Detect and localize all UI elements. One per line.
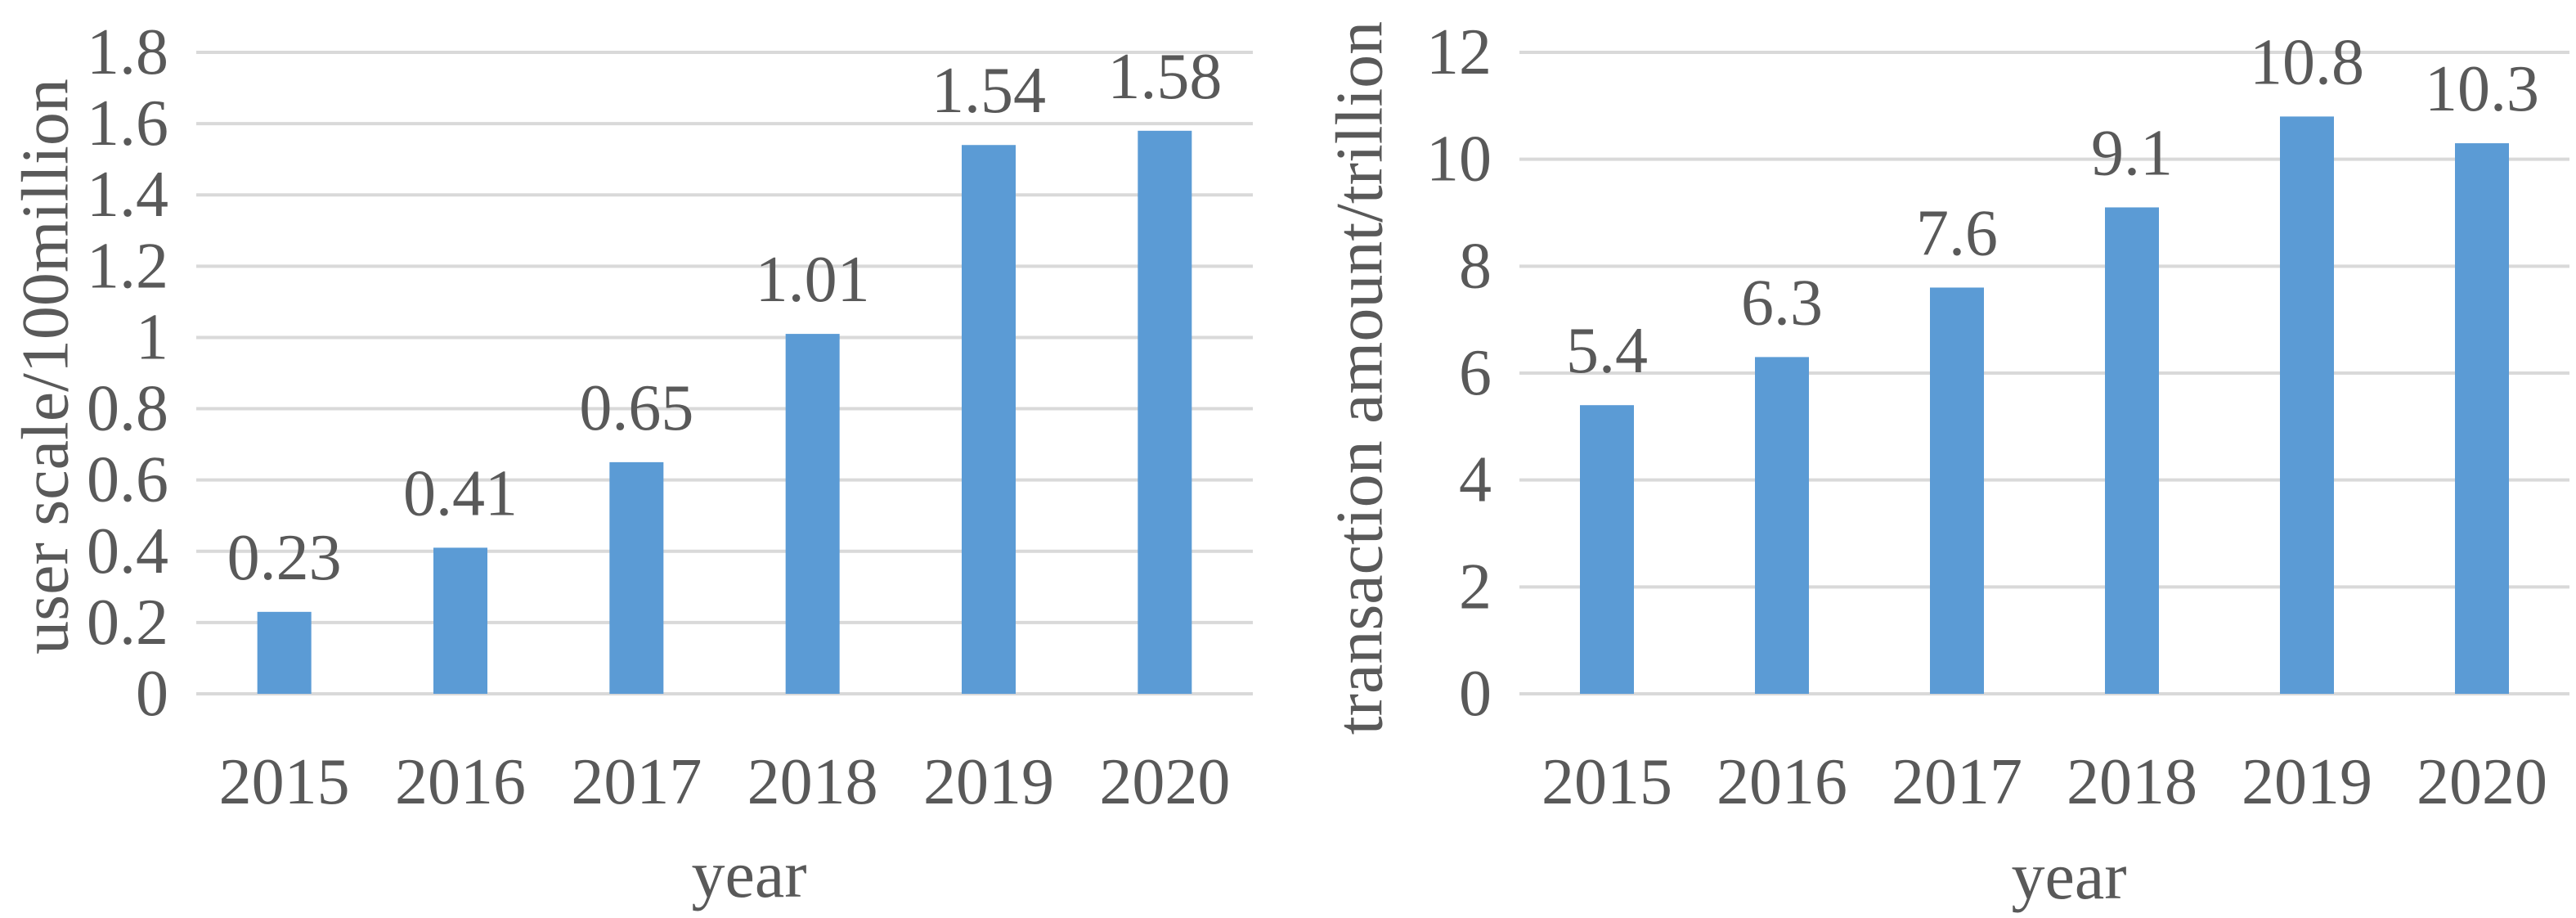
x-tick-label: 2018: [2067, 746, 2197, 818]
y-tick-label: 1.4: [87, 159, 168, 231]
x-tick-label: 2017: [1892, 746, 2022, 818]
y-tick-label: 0.8: [87, 373, 168, 445]
bar-2017: [609, 461, 664, 694]
x-axis-label: year: [691, 837, 806, 911]
bar-2017: [1930, 287, 1984, 694]
data-label-2015: 0.23: [227, 522, 342, 594]
bar-2020: [2455, 143, 2509, 695]
y-tick-labels: 0 2 4 6 8 10 12: [1426, 16, 1492, 730]
y-tick-label: 2: [1459, 551, 1492, 623]
data-label-2016: 6.3: [1741, 267, 1823, 339]
data-label-2020: 10.3: [2425, 53, 2539, 125]
x-tick-label: 2019: [923, 746, 1054, 818]
data-label-2019: 10.8: [2250, 26, 2364, 98]
bars: [1580, 116, 2509, 695]
x-tick-label: 2016: [1717, 746, 1847, 818]
bar-2020: [1138, 130, 1192, 695]
bar-2018: [2105, 207, 2159, 694]
x-tick-label: 2020: [1099, 746, 1230, 818]
x-axis-label: year: [2011, 839, 2126, 913]
x-tick-labels: 2015 2016 2017 2018 2019 2020: [1542, 746, 2547, 818]
data-label-2020: 1.58: [1107, 41, 1222, 113]
y-tick-label: 1.2: [87, 230, 168, 302]
data-label-2017: 7.6: [1916, 197, 1998, 269]
bar-2019: [962, 145, 1016, 694]
bar-2019: [2280, 116, 2334, 694]
x-tick-label: 2017: [571, 746, 702, 818]
bars: [257, 130, 1192, 695]
y-axis-label: transaction amount/trillion: [1322, 21, 1397, 735]
data-label-2018: 9.1: [2091, 117, 2173, 189]
x-tick-label: 2015: [1542, 746, 1672, 818]
y-tick-label: 8: [1459, 230, 1492, 302]
data-labels: 0.23 0.41 0.65 1.01 1.54 1.58: [227, 41, 1223, 594]
data-label-2017: 0.65: [579, 372, 693, 444]
y-tick-label: 0.6: [87, 444, 168, 516]
y-tick-label: 4: [1459, 444, 1492, 516]
x-tick-labels: 2015 2016 2017 2018 2019 2020: [219, 746, 1231, 818]
x-tick-label: 2019: [2242, 746, 2372, 818]
bar-2015: [257, 611, 312, 694]
data-label-2016: 0.41: [403, 457, 518, 529]
user-scale-chart: 00.20.40.60.811.21.41.61.8 0.230.410.651…: [8, 16, 1253, 911]
y-tick-label: 0: [136, 658, 168, 730]
x-tick-label: 2015: [219, 746, 350, 818]
bar-2018: [785, 334, 840, 694]
bar-2016: [1755, 357, 1809, 694]
y-tick-label: 12: [1426, 16, 1492, 88]
y-tick-label: 0: [1459, 658, 1492, 730]
y-tick-label: 1: [136, 301, 168, 373]
bar-2015: [1580, 405, 1634, 694]
x-tick-label: 2016: [395, 746, 526, 818]
y-tick-label: 6: [1459, 337, 1492, 409]
y-tick-labels: 00.20.40.60.811.21.41.61.8: [87, 16, 168, 730]
data-label-2019: 1.54: [931, 55, 1046, 127]
y-tick-label: 10: [1426, 124, 1492, 196]
x-tick-label: 2018: [747, 746, 878, 818]
data-labels: 5.4 6.3 7.6 9.1 10.8 10.3: [1566, 26, 2539, 387]
y-tick-label: 1.8: [87, 16, 168, 88]
y-tick-label: 0.4: [87, 515, 168, 587]
y-tick-label: 1.6: [87, 88, 168, 160]
gridlines: [196, 51, 1253, 695]
data-label-2015: 5.4: [1566, 315, 1648, 387]
x-tick-label: 2020: [2417, 746, 2547, 818]
y-tick-label: 0.2: [87, 587, 168, 659]
bar-2016: [433, 547, 487, 694]
data-label-2018: 1.01: [756, 244, 870, 316]
y-axis-label: user scale/100million: [8, 79, 83, 655]
gridlines: [1519, 51, 2569, 695]
